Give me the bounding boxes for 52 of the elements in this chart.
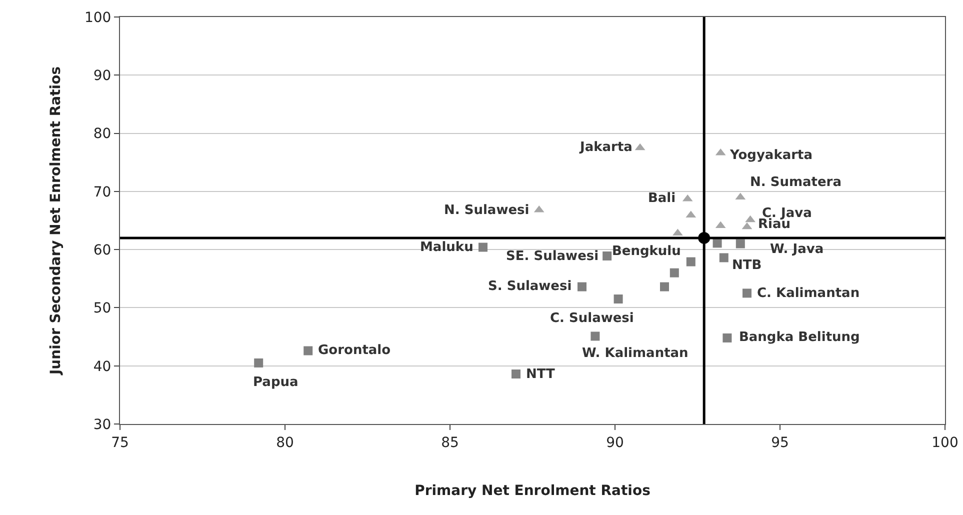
annotation: Jakarta (579, 140, 632, 155)
annotation: Maluku (420, 240, 474, 255)
point (742, 288, 752, 298)
y-tick-label: 70 (93, 184, 112, 200)
annotation: C. Kalimantan (757, 286, 860, 301)
point (660, 282, 669, 292)
x-tick-label: 75 (111, 434, 129, 451)
y-tick-label: 90 (93, 68, 112, 84)
x-tick-label: 100 (932, 434, 958, 451)
annotation: SE. Sulawesi (506, 249, 599, 264)
point (672, 228, 683, 236)
annotation: Bangka Belitung (739, 330, 860, 345)
x-axis-title: Primary Net Enrolment Ratios (414, 483, 650, 500)
point (478, 242, 488, 252)
y-tick-label: 100 (84, 10, 112, 26)
annotation: NTB (732, 258, 762, 273)
annotation: N. Sumatera (750, 175, 842, 190)
point (602, 251, 612, 260)
y-tick-label: 40 (93, 358, 112, 375)
point (512, 370, 520, 378)
point (719, 253, 728, 262)
annotation: Bengkulu (612, 244, 681, 259)
point (614, 294, 623, 304)
annotation: Gorontalo (318, 343, 391, 358)
y-tick-label: 60 (93, 242, 112, 258)
x-tick-label: 85 (441, 434, 459, 451)
x-tick-label: 80 (276, 434, 294, 451)
point (722, 333, 732, 342)
x-tick-label: 90 (606, 434, 624, 451)
annotation: Yogyakarta (729, 148, 813, 163)
annotation: N. Sulawesi (444, 203, 530, 218)
annotation: NTT (526, 367, 556, 382)
annotation: Bali (648, 191, 676, 206)
annotation: S. Sulawesi (488, 279, 572, 294)
annotation: W. Kalimantan (582, 346, 688, 361)
point (736, 239, 745, 248)
y-tick-label: 30 (93, 416, 112, 433)
point (712, 238, 722, 248)
annotation: Papua (253, 375, 298, 390)
point (686, 257, 696, 266)
point (304, 346, 313, 356)
point (745, 215, 756, 222)
y-tick-label: 50 (93, 300, 112, 317)
point (590, 332, 600, 341)
point (254, 358, 264, 368)
point (578, 282, 586, 292)
y-axis-title: Junior Secondary Net Enrolment Ratios (48, 66, 64, 376)
annotation: C. Sulawesi (550, 311, 634, 326)
point (670, 268, 679, 278)
x-tick-label: 95 (771, 434, 789, 451)
y-tick-label: 80 (93, 126, 112, 142)
annotation: W. Java (770, 242, 824, 257)
